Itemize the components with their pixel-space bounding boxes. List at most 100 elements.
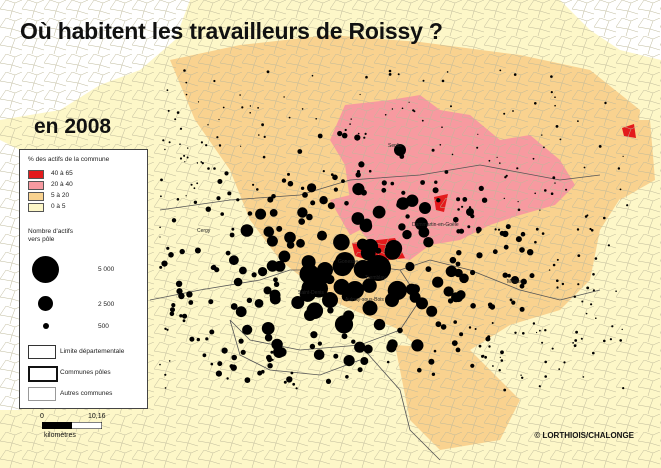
- worker-bubble: [387, 339, 398, 350]
- worker-bubble: [205, 144, 208, 147]
- worker-bubble: [202, 353, 207, 358]
- worker-bubble: [189, 336, 195, 342]
- worker-bubble: [411, 339, 424, 352]
- worker-bubble: [186, 291, 193, 298]
- worker-bubble: [270, 350, 274, 354]
- worker-bubble: [384, 243, 401, 260]
- worker-bubble: [431, 148, 435, 152]
- worker-bubble: [500, 359, 504, 362]
- worker-bubble: [544, 329, 547, 332]
- worker-bubbles: [159, 69, 629, 392]
- worker-bubble: [313, 349, 325, 361]
- worker-bubble: [532, 322, 536, 325]
- worker-bubble: [197, 101, 200, 103]
- worker-bubble: [183, 154, 186, 157]
- worker-bubble: [476, 230, 480, 234]
- worker-bubble: [309, 343, 316, 350]
- worker-bubble: [555, 125, 559, 128]
- worker-bubble: [446, 71, 449, 73]
- worker-bubble: [168, 141, 171, 144]
- worker-bubble: [231, 227, 235, 231]
- worker-bubble: [394, 144, 406, 156]
- worker-bubble: [176, 288, 183, 295]
- worker-bubble: [190, 183, 193, 186]
- worker-bubble: [499, 69, 502, 72]
- legend-swatch: [28, 181, 44, 190]
- worker-bubble: [167, 109, 170, 112]
- worker-bubble: [262, 155, 266, 159]
- worker-bubble: [372, 205, 386, 219]
- worker-bubble: [246, 297, 253, 303]
- worker-bubble: [509, 298, 513, 302]
- worker-bubble: [456, 250, 462, 256]
- worker-bubble: [166, 328, 169, 331]
- worker-bubble: [516, 167, 519, 170]
- worker-bubble: [283, 96, 285, 98]
- legend-swatch: [28, 192, 44, 201]
- worker-bubble: [405, 214, 410, 219]
- worker-bubble: [455, 261, 461, 267]
- worker-bubble: [435, 321, 442, 328]
- worker-bubble: [301, 108, 304, 110]
- worker-bubble: [477, 133, 479, 135]
- worker-bubble: [241, 106, 244, 109]
- worker-bubble: [349, 123, 351, 125]
- worker-bubble: [577, 120, 579, 122]
- worker-bubble: [317, 262, 333, 278]
- worker-bubble: [433, 349, 437, 353]
- worker-bubble: [401, 107, 404, 110]
- worker-bubble: [466, 208, 474, 216]
- worker-bubble: [160, 195, 162, 198]
- worker-bubble: [222, 106, 225, 109]
- worker-bubble: [421, 119, 424, 122]
- legend-bubble-label: 500: [98, 323, 109, 330]
- legend-class-label: 0 à 5: [51, 203, 66, 210]
- credit-label: © LORTHIOIS/CHALONGE: [534, 431, 634, 440]
- worker-bubble: [365, 75, 368, 79]
- worker-bubble: [485, 336, 491, 342]
- worker-bubble: [164, 373, 167, 376]
- worker-bubble: [470, 363, 475, 368]
- legend-swatch: [28, 203, 44, 212]
- worker-bubble: [218, 144, 222, 147]
- worker-bubble: [505, 224, 511, 230]
- worker-bubble: [534, 240, 537, 244]
- worker-bubble: [373, 318, 386, 331]
- worker-bubble: [622, 387, 625, 390]
- worker-bubble: [595, 317, 597, 320]
- worker-bubble: [307, 183, 317, 193]
- worker-bubble: [603, 339, 606, 343]
- worker-bubble: [194, 247, 201, 254]
- scale-start: 0: [40, 413, 44, 420]
- worker-bubble: [481, 354, 484, 358]
- worker-bubble: [517, 208, 521, 212]
- worker-bubble: [455, 347, 461, 353]
- worker-bubble: [227, 191, 232, 196]
- worker-bubble: [534, 102, 537, 105]
- worker-bubble: [459, 273, 469, 284]
- worker-bubble: [297, 207, 308, 218]
- legend-swatch: [28, 170, 44, 179]
- worker-bubble: [362, 278, 377, 293]
- worker-bubble: [267, 363, 273, 369]
- worker-bubble: [385, 293, 399, 307]
- worker-bubble: [550, 192, 554, 195]
- scale-bar: [42, 422, 102, 429]
- worker-bubble: [288, 116, 291, 119]
- worker-bubble: [187, 147, 189, 149]
- worker-bubble: [572, 342, 574, 344]
- worker-bubble: [267, 196, 274, 203]
- worker-bubble: [521, 376, 524, 379]
- worker-bubble: [368, 169, 372, 173]
- worker-bubble: [551, 347, 554, 350]
- worker-bubble: [425, 266, 432, 272]
- worker-bubble: [169, 311, 175, 317]
- worker-bubble: [200, 161, 203, 163]
- worker-bubble: [160, 178, 163, 182]
- legend-boundary-label: Autres communes: [60, 390, 113, 397]
- worker-bubble: [217, 179, 223, 184]
- worker-bubble: [255, 208, 267, 220]
- worker-bubble: [332, 174, 338, 181]
- worker-bubble: [544, 360, 547, 364]
